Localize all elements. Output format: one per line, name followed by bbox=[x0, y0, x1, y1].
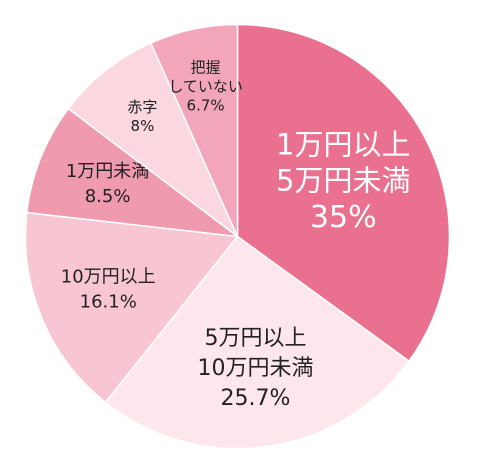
pie-slice-3 bbox=[26, 107, 241, 238]
pie-slice-label-4: 赤字8% bbox=[127, 98, 157, 135]
pie-slice-value-3: 8.5% bbox=[85, 186, 131, 207]
pie-slice-label-line-5-0: 把握 bbox=[191, 59, 221, 77]
pie-slice-4 bbox=[67, 42, 239, 238]
pie-slice-label-line-4-0: 赤字 bbox=[127, 98, 157, 116]
pie-slice-label-line-3-0: 1万円未満 bbox=[66, 161, 149, 182]
pie-slice-5 bbox=[149, 23, 239, 237]
pie-slice-label-line-2-0: 10万円以上 bbox=[61, 267, 156, 288]
pie-slice-label-3: 1万円未満 8.5% bbox=[66, 161, 149, 207]
pie-slice-label-line-0-0: 1万円以上 bbox=[276, 128, 410, 162]
pie-slice-1 bbox=[104, 235, 411, 450]
pie-slice-value-2: 16.1% bbox=[80, 292, 137, 313]
pie-slice-2 bbox=[24, 211, 239, 404]
pie-slice-0 bbox=[236, 23, 451, 363]
pie-slice-label-line-5-1: していない bbox=[168, 78, 243, 96]
pie-slice-label-2: 10万円以上 16.1% bbox=[61, 267, 156, 313]
pie-slice-label-line-1-1: 10万円未満 bbox=[197, 356, 313, 381]
pie-slice-label-line-0-1: 5万円未満 bbox=[276, 164, 410, 198]
pie-slice-value-1: 25.7% bbox=[221, 386, 291, 411]
pie-slice-value-0: 35% bbox=[310, 200, 377, 235]
pie-slice-label-1: 5万円以上 10万円未満 25.7% bbox=[197, 326, 313, 411]
pie-slice-label-line-1-0: 5万円以上 bbox=[204, 326, 306, 351]
pie-slice-value-5: 6.7% bbox=[187, 97, 225, 115]
pie-slice-value-4: 8% bbox=[131, 117, 155, 135]
